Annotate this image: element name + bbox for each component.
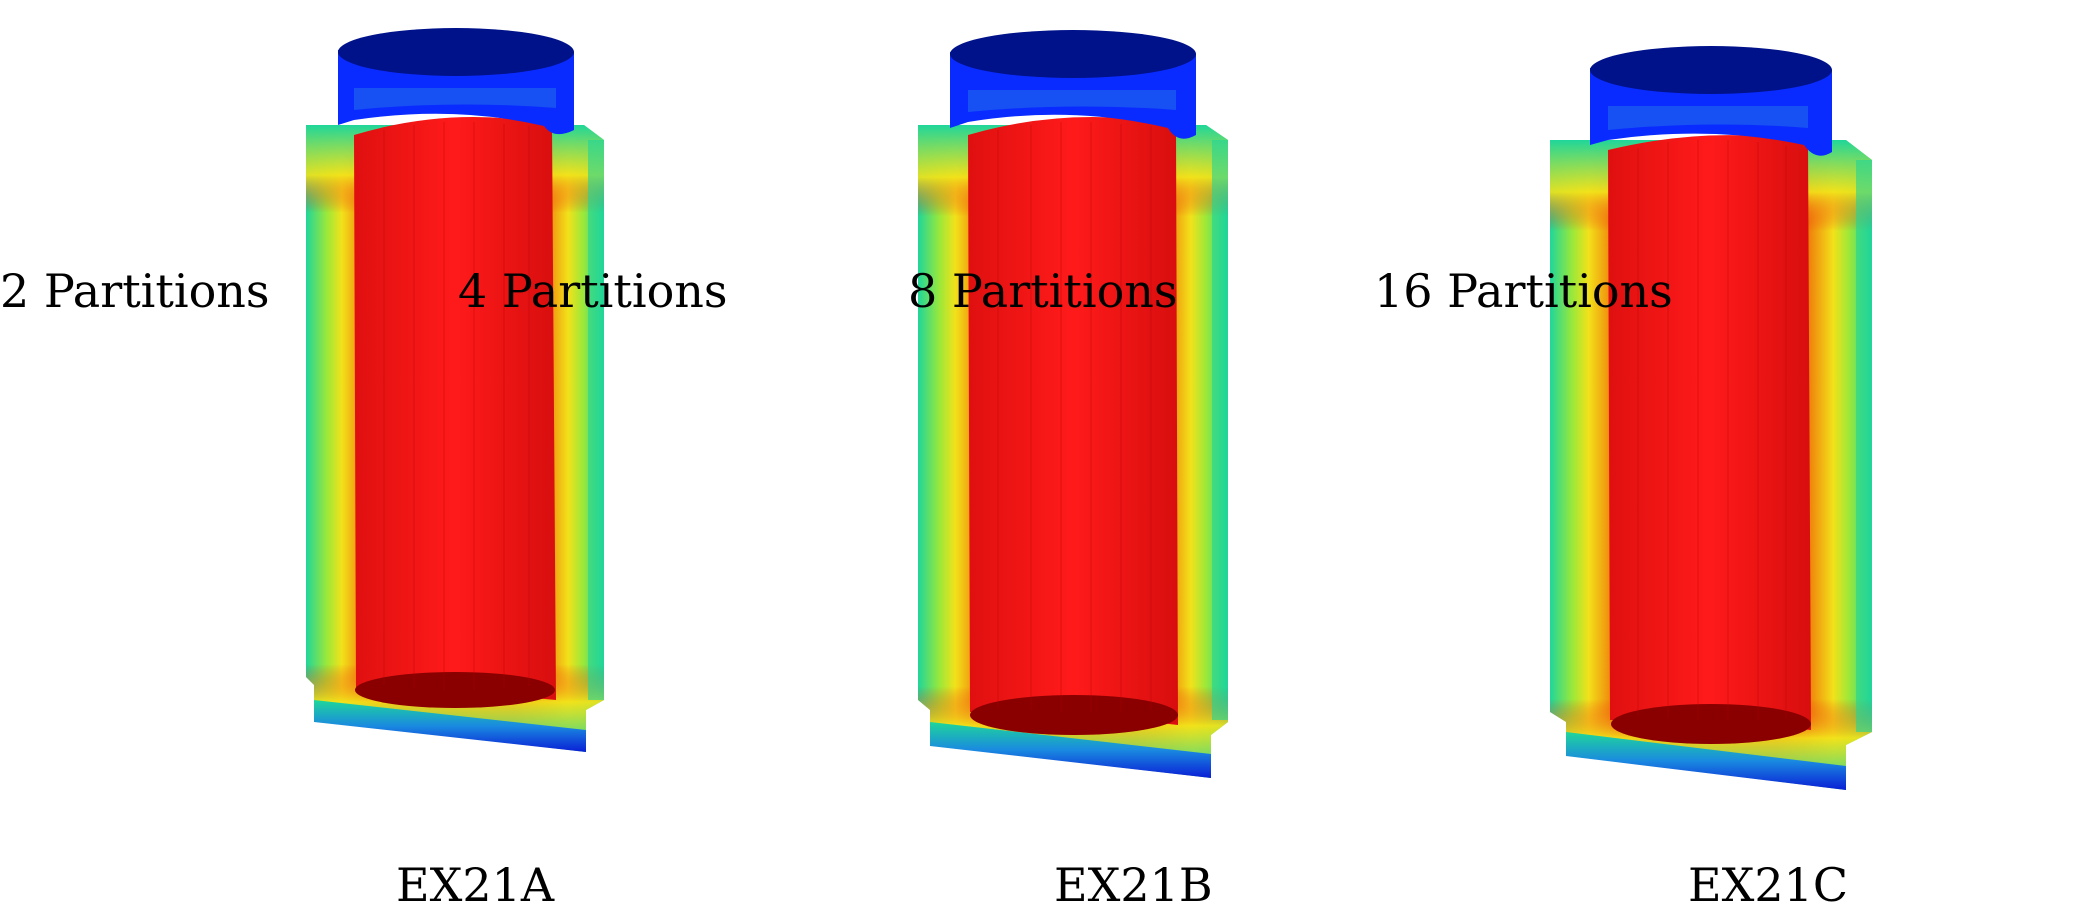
case-label-ex21c: EX21C xyxy=(1688,858,1849,912)
cylinder-render-ex21c xyxy=(1546,0,1886,800)
cylinder-render-ex21a xyxy=(294,0,634,780)
cylinder-render-ex21b xyxy=(906,0,1246,790)
partition-label-4: 4 Partitions xyxy=(458,264,728,318)
case-label-ex21a: EX21A xyxy=(396,858,555,912)
partition-label-2: 2 Partitions xyxy=(0,264,270,318)
partition-label-16: 16 Partitions xyxy=(1374,264,1673,318)
partition-label-8: 8 Partitions xyxy=(908,264,1178,318)
case-label-ex21b: EX21B xyxy=(1054,858,1213,912)
